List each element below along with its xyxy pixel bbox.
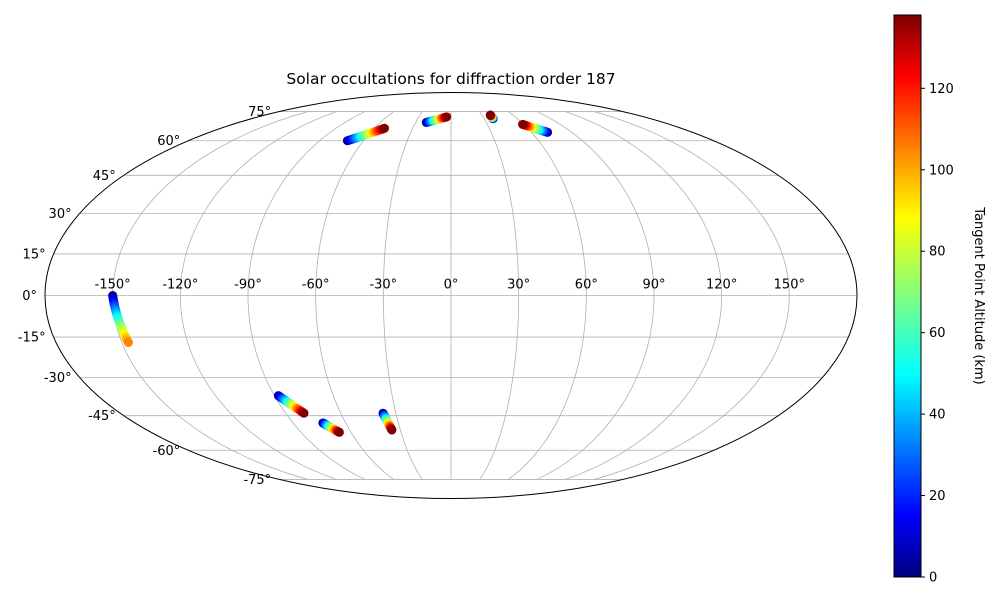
occultation-point — [334, 427, 344, 437]
latitude-tick-labels: -75° -60° -45° -30° -15° 0° 15° 30° 45° 60° 75° — [18, 105, 271, 488]
longitude-tick-label: 0° — [444, 278, 459, 293]
longitude-gridline — [479, 111, 520, 480]
longitude-tick-labels: -150° -120° -90° -60° -30° 0° 30° 60° 90° 120° 150… — [95, 278, 805, 293]
longitude-gridline — [508, 111, 587, 480]
occultation-point — [442, 112, 452, 122]
colorbar-label: Tangent Point Altitude (km) — [971, 206, 986, 384]
occultation-point — [518, 119, 528, 129]
latitude-tick-label: 15° — [23, 247, 46, 262]
longitude-gridline — [382, 111, 423, 480]
longitude-tick-label: -120° — [162, 278, 198, 293]
latitude-tick-label: -45° — [88, 409, 116, 424]
occultation-point — [299, 408, 309, 418]
latitude-tick-label: 30° — [49, 207, 72, 222]
chart-title: Solar occultations for diffraction order… — [286, 70, 615, 88]
latitude-tick-label: -75° — [243, 473, 271, 488]
colorbar-tick-label: 60 — [929, 326, 946, 341]
longitude-tick-label: -150° — [95, 278, 131, 293]
colorbar-tick-label: 0 — [929, 571, 937, 586]
latitude-tick-label: -60° — [153, 444, 181, 459]
longitude-tick-label: -30° — [369, 278, 397, 293]
occultation-point — [485, 110, 495, 120]
longitude-tick-label: 120° — [706, 278, 737, 293]
latitude-tick-label: 45° — [93, 169, 116, 184]
longitude-tick-label: -60° — [302, 278, 330, 293]
occultation-points — [108, 110, 553, 437]
latitude-tick-label: -30° — [44, 371, 72, 386]
longitude-gridline — [179, 111, 337, 480]
colorbar — [893, 14, 922, 578]
longitude-gridline — [247, 111, 366, 480]
latitude-tick-label: 60° — [157, 134, 180, 149]
occultation-point — [380, 123, 389, 133]
longitude-gridline — [536, 111, 655, 480]
map-boundary — [44, 92, 858, 499]
occultation-point — [123, 338, 133, 348]
longitude-gridline — [594, 111, 790, 480]
longitude-tick-label: -90° — [234, 278, 262, 293]
colorbar-tick-label: 120 — [929, 82, 954, 97]
longitude-gridline — [565, 111, 723, 480]
graticule — [45, 111, 857, 480]
latitude-tick-label: -15° — [18, 331, 46, 346]
longitude-gridline — [315, 111, 394, 480]
latitude-tick-label: 75° — [248, 105, 271, 120]
longitude-tick-label: 30° — [507, 278, 530, 293]
colorbar-tick-label: 20 — [929, 489, 946, 504]
latitude-tick-label: 0° — [22, 289, 37, 304]
occultation-point — [387, 425, 397, 435]
colorbar-tick-label: 100 — [929, 163, 954, 178]
longitude-tick-label: 90° — [642, 278, 665, 293]
longitude-tick-label: 60° — [575, 278, 598, 293]
colorbar-tick-label: 40 — [929, 408, 946, 423]
longitude-tick-label: 150° — [774, 278, 805, 293]
colorbar-ticks: 0 20 40 60 80 100 120 — [921, 82, 954, 586]
colorbar-tick-label: 80 — [929, 245, 946, 260]
